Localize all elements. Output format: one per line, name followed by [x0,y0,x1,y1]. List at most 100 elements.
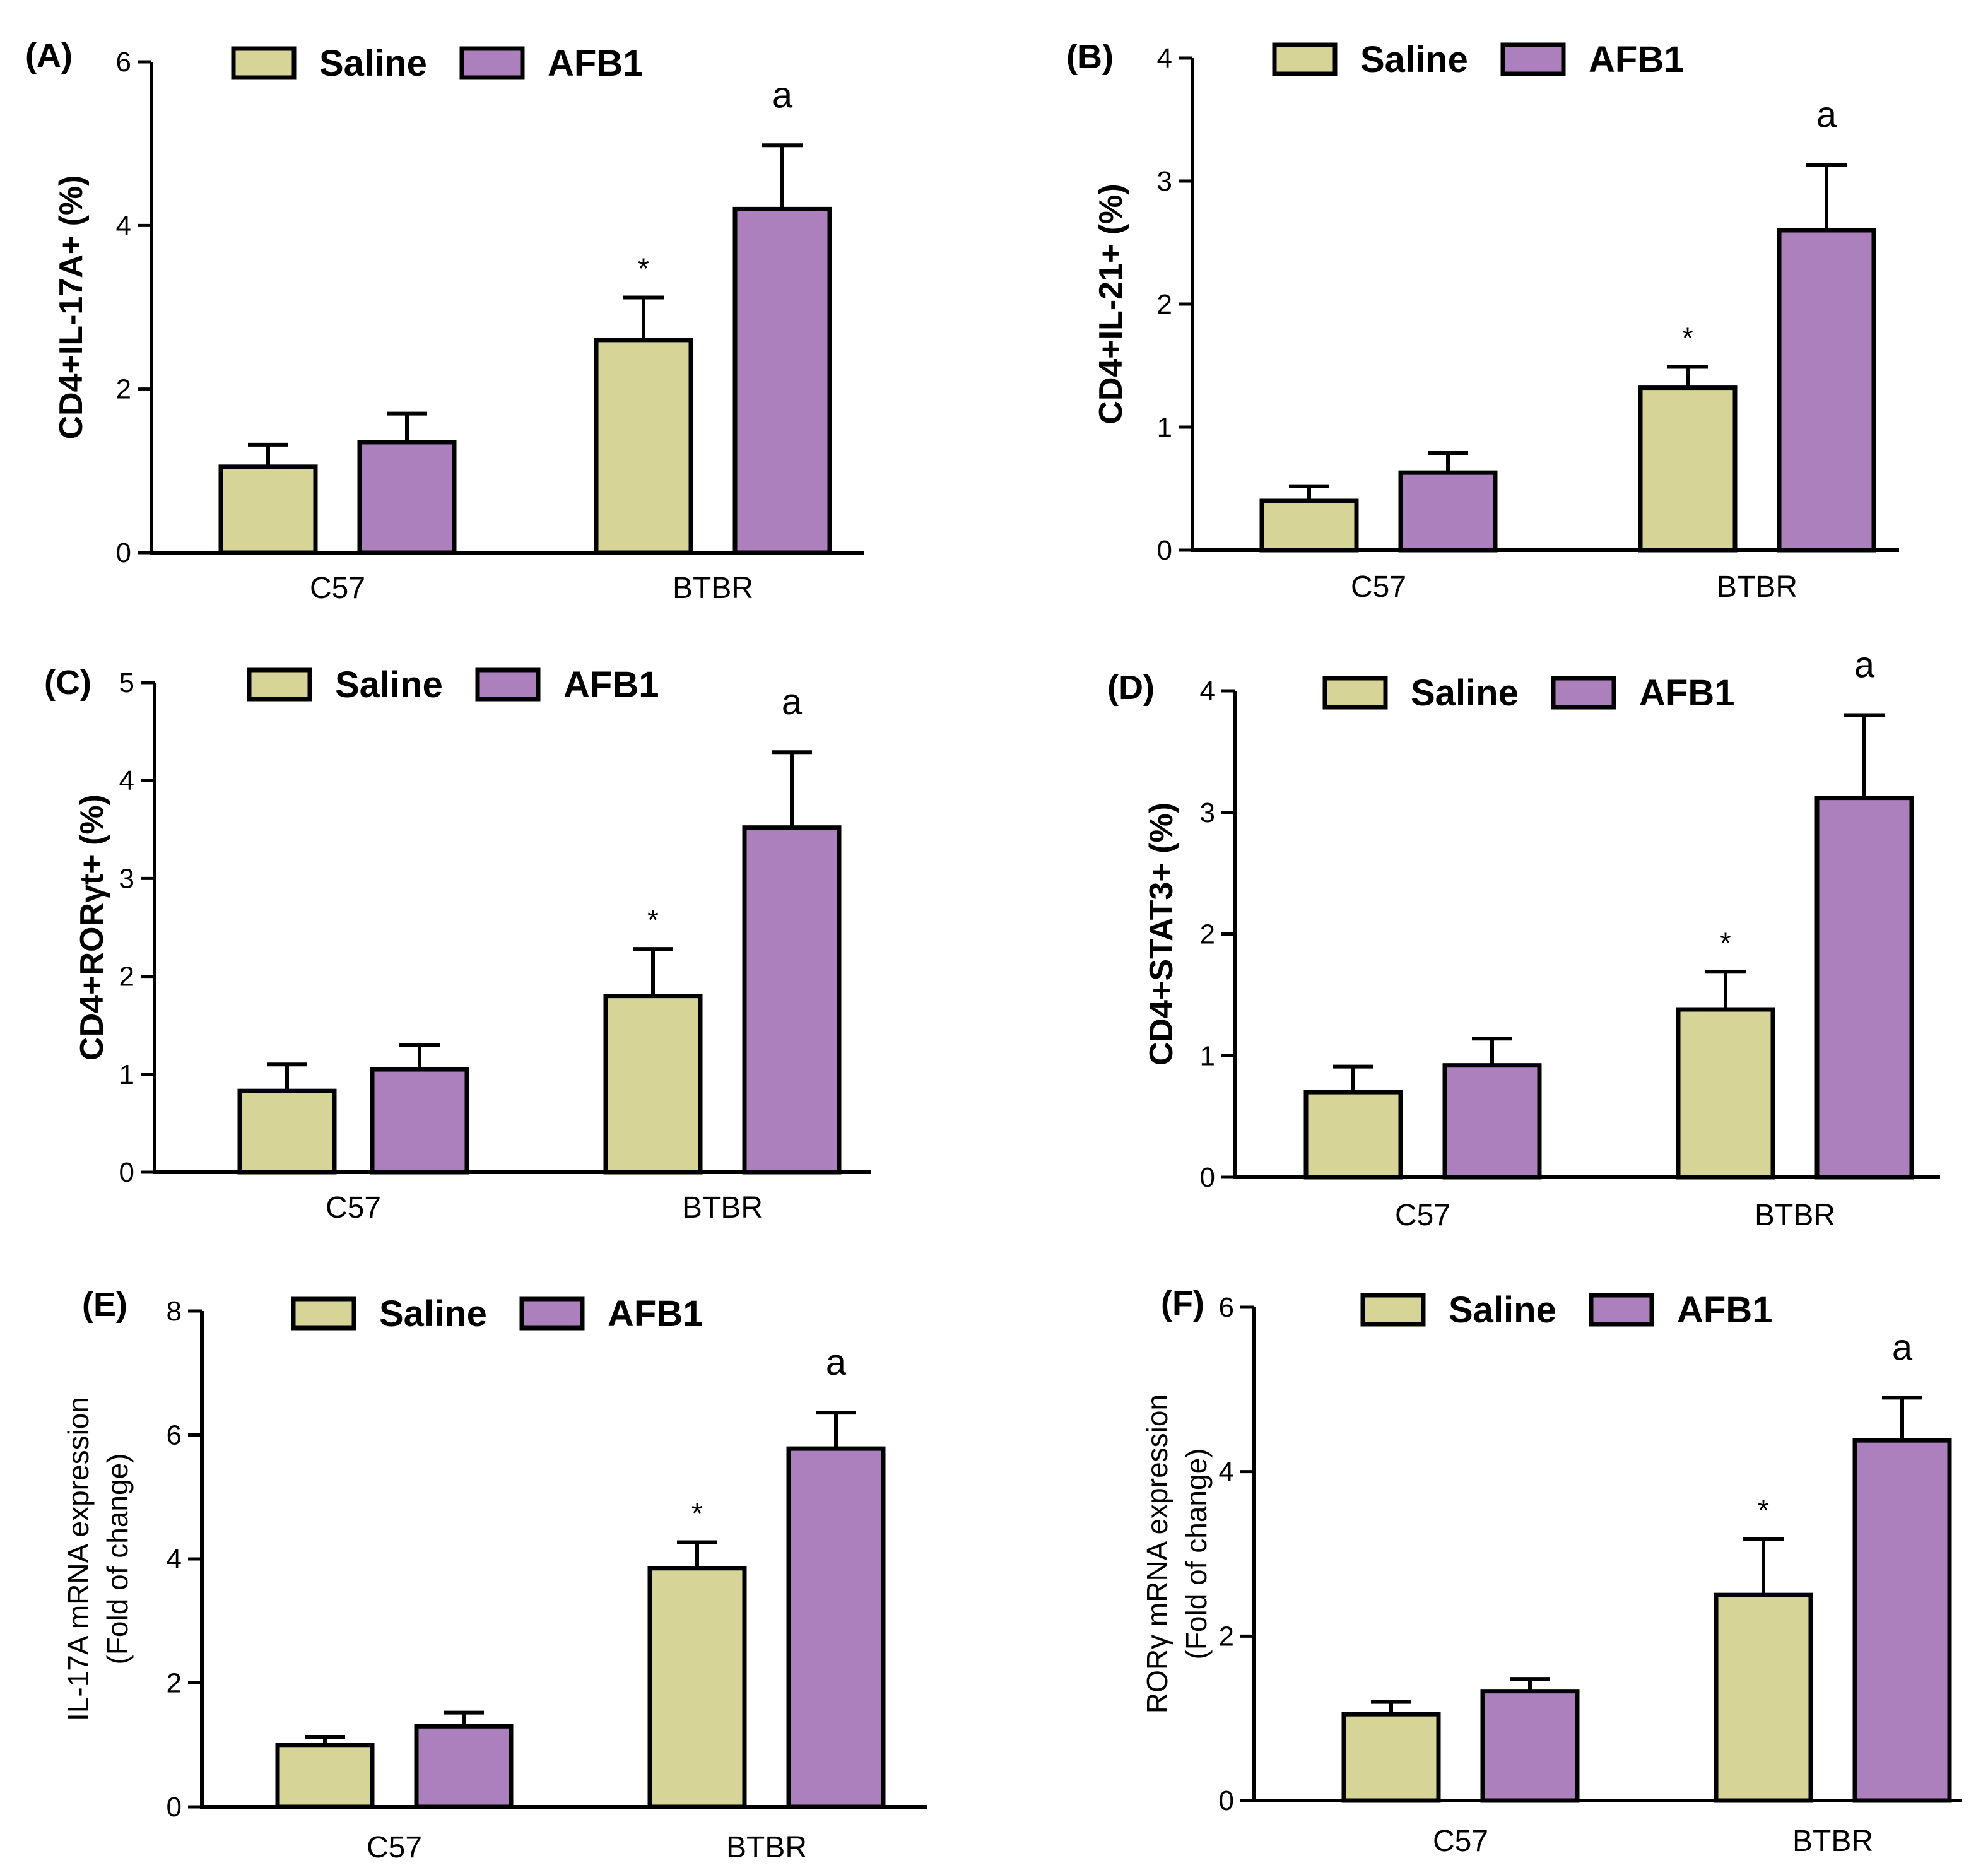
bar-afb1-c57 [1480,1689,1580,1803]
panel-f: (F) 0 2 4 6 RORγ mRNA expression (Fold of chan… [1141,1284,1962,1858]
bar-saline-btbr [594,338,693,555]
legend-swatch-saline [291,1296,356,1331]
significance-letter: a [782,681,803,722]
legend: Saline AFB1 [1360,1290,1772,1331]
y-tick-label: 2 [1157,289,1172,320]
y-axis-title-line: CD4+RORγt+ (%) [74,794,110,1061]
y-axis-title-line: (Fold of change) [1180,1449,1213,1660]
significance-star: * [691,1496,703,1529]
legend-swatch-saline [1272,42,1338,76]
bar-saline-c57 [1259,498,1359,553]
significance-letter: a [1854,645,1875,686]
y-tick-label: 3 [1200,797,1215,828]
legend-label-saline: Saline [1411,673,1519,714]
category-label: C57 [326,1191,381,1225]
y-tick-label: 1 [119,1059,134,1090]
y-tick-label: 2 [1200,919,1215,950]
bar-afb1-btbr [1852,1438,1952,1803]
bar-saline-c57 [237,1088,337,1175]
legend-swatch-afb1 [1551,676,1616,710]
legend-swatch-afb1 [519,1296,585,1331]
legend-swatch-saline [1360,1293,1426,1327]
panel-b: (B) 0 1 2 3 4 CD4+IL-21+ (%) C57 BTBR * a Saline AFB… [1066,38,1899,604]
legend-swatch-afb1 [475,667,541,702]
legend-label-saline: Saline [379,1293,487,1334]
y-axis-title-line: RORγ mRNA expression [1141,1394,1173,1713]
legend-label-saline: Saline [1360,39,1468,80]
y-axis-title-line: CD4+IL-17A+ (%) [53,175,90,440]
bar-saline-c57 [1341,1712,1441,1803]
y-axis-title: CD4+IL-17A+ (%) [53,175,90,440]
y-axis-title: RORγ mRNA expression (Fold of change) [1141,1394,1213,1713]
category-label: BTBR [1792,1825,1873,1858]
category-label: C57 [1351,570,1406,604]
y-axis-title-line: IL-17A mRNA expression [62,1397,95,1721]
legend-swatch-afb1 [1589,1293,1654,1327]
significance-star: * [638,252,649,285]
bar-afb1-btbr [1814,796,1914,1180]
y-tick-label: 6 [167,1420,182,1451]
bar-saline-btbr [1714,1592,1813,1803]
bar-saline-c57 [1303,1090,1403,1180]
y-tick-label: 0 [167,1792,182,1823]
y-axis-title: CD4+RORγt+ (%) [74,794,110,1061]
y-axis-title: IL-17A mRNA expression (Fold of change) [62,1397,134,1721]
legend-swatch-saline [231,46,297,80]
category-label: BTBR [673,572,753,605]
bar-afb1-btbr [732,206,832,555]
bar-saline-c57 [218,464,318,555]
legend-label-afb1: AFB1 [1677,1290,1772,1331]
y-tick-label: 5 [119,667,134,698]
bar-afb1-c57 [1398,470,1498,553]
y-tick-label: 4 [119,765,134,796]
significance-letter: a [1816,95,1837,136]
legend-label-afb1: AFB1 [1589,39,1684,80]
y-tick-label: 6 [116,47,131,78]
bar-saline-c57 [275,1743,375,1809]
bar-afb1-c57 [1442,1063,1542,1180]
panel-label: (B) [1066,38,1114,76]
panel-a: (A) 0 2 4 6 CD4+IL-17A+ (%) C57 BTBR * a Saline AFB… [25,37,864,605]
y-tick-label: 4 [1157,43,1172,74]
category-label: C57 [310,572,365,605]
legend-swatch-afb1 [1500,42,1566,76]
category-label: BTBR [1717,570,1797,604]
category-label: BTBR [682,1191,763,1225]
legend: Saline AFB1 [247,664,659,705]
legend-label-afb1: AFB1 [563,664,659,705]
bar-afb1-btbr [742,825,842,1175]
panel-label: (E) [82,1286,127,1324]
category-label: C57 [367,1831,422,1864]
y-tick-label: 3 [1157,166,1172,197]
y-tick-label: 4 [1200,676,1215,707]
legend-swatch-saline [1322,676,1388,710]
y-tick-label: 2 [119,961,134,992]
category-label: BTBR [1755,1199,1835,1232]
legend: Saline AFB1 [231,43,643,84]
significance-letter: a [1892,1327,1913,1368]
y-tick-label: 0 [119,1157,134,1188]
y-tick-label: 2 [167,1668,182,1699]
legend-swatch-saline [247,667,312,702]
panel-label: (F) [1161,1284,1204,1322]
y-tick-label: 0 [1219,1785,1234,1816]
y-tick-label: 0 [116,538,131,568]
y-tick-label: 0 [1200,1162,1215,1193]
y-tick-label: 6 [1219,1292,1234,1323]
y-tick-label: 2 [116,374,131,405]
y-tick-label: 0 [1157,535,1172,566]
bar-saline-btbr [647,1566,747,1809]
legend-label-saline: Saline [335,664,443,705]
category-label: BTBR [726,1831,807,1864]
y-tick-label: 1 [1200,1040,1215,1071]
y-axis-title-line: CD4+IL-21+ (%) [1093,184,1129,424]
legend: Saline AFB1 [291,1293,703,1334]
legend-swatch-afb1 [459,46,525,80]
category-label: C57 [1395,1199,1450,1232]
legend-label-afb1: AFB1 [1639,673,1734,714]
significance-star: * [1758,1494,1769,1527]
legend-label-saline: Saline [1449,1290,1556,1331]
panel-c: (C) 0 1 2 3 4 5 CD4+RORγt+ (%) C57 BTBR * a Saline AF… [44,664,871,1225]
y-tick-label: 4 [1219,1457,1234,1488]
